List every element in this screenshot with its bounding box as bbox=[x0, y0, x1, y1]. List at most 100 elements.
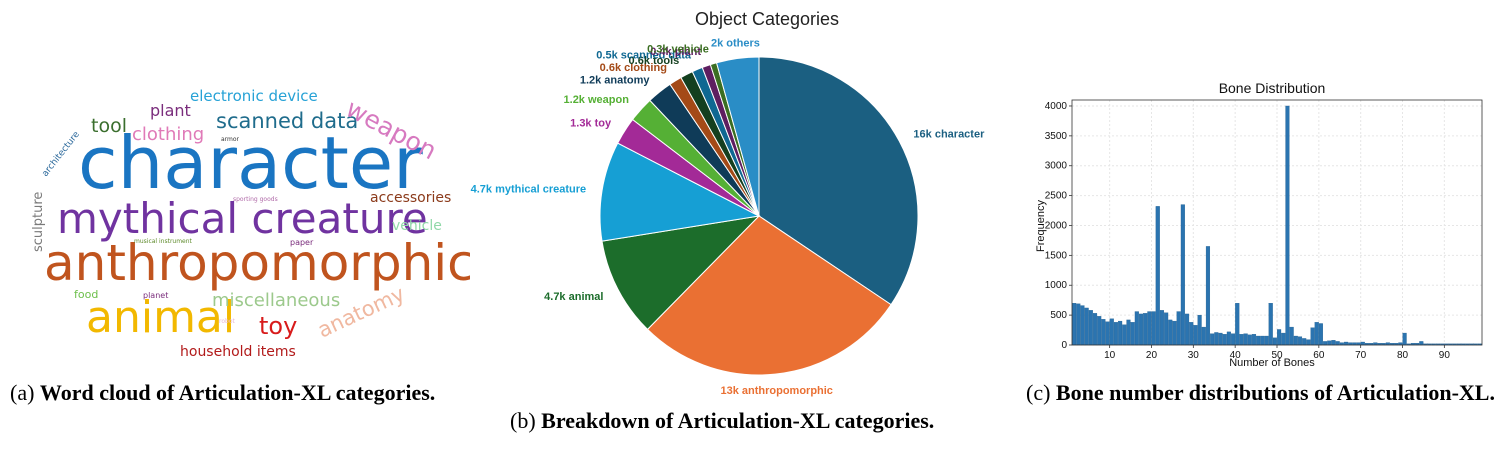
histogram-bar bbox=[1297, 336, 1303, 346]
histogram-bar bbox=[1243, 333, 1248, 346]
histogram-bar bbox=[1205, 246, 1211, 346]
caption-a: (a) Word cloud of Articulation-XL catego… bbox=[10, 380, 460, 406]
histogram-bar bbox=[1180, 204, 1185, 346]
histogram-bar bbox=[1147, 311, 1152, 346]
pie-slice-label: 0.3k vehicle bbox=[647, 43, 709, 55]
histogram-bar bbox=[1335, 341, 1340, 346]
histogram-bar bbox=[1172, 320, 1177, 346]
pie-slice-label: 13k anthropomorphic bbox=[720, 385, 832, 397]
histogram-bar bbox=[1289, 326, 1294, 346]
word-clothing: clothing bbox=[132, 124, 204, 145]
y-tick-label: 3500 bbox=[1045, 131, 1068, 142]
histogram-bar bbox=[1151, 311, 1156, 346]
caption-a-label: (a) bbox=[10, 380, 35, 405]
caption-a-text: Word cloud of Articulation-XL categories… bbox=[39, 380, 436, 405]
histogram-bar bbox=[1088, 310, 1093, 346]
histogram-bar bbox=[1210, 333, 1215, 346]
histogram-bar bbox=[1235, 303, 1240, 346]
pie-chart: Object Categories 16k character 13k anthr… bbox=[471, 9, 985, 397]
x-tick-label: 50 bbox=[1271, 350, 1283, 361]
y-tick-label: 0 bbox=[1061, 340, 1067, 351]
histogram-bar bbox=[1105, 321, 1110, 346]
pie-slice-label: 0.6k tools bbox=[629, 55, 680, 67]
word-mythical-creature: mythical creature bbox=[57, 194, 428, 243]
histogram-bar bbox=[1302, 338, 1307, 346]
x-tick-label: 60 bbox=[1313, 350, 1325, 361]
histogram-bar bbox=[1113, 322, 1118, 346]
y-tick-label: 1500 bbox=[1045, 250, 1068, 261]
histogram-bar bbox=[1197, 314, 1202, 346]
caption-b-text: Breakdown of Articulation-XL categories. bbox=[541, 408, 935, 433]
caption-b: (b) Breakdown of Articulation-XL categor… bbox=[510, 408, 1030, 434]
pie-slice-label: 2k others bbox=[711, 38, 760, 50]
histogram-bar bbox=[1343, 341, 1349, 346]
histogram-bar bbox=[1268, 303, 1273, 346]
histogram-bar bbox=[1189, 322, 1194, 346]
pie-slice bbox=[646, 215, 892, 376]
histogram-bar bbox=[1109, 318, 1114, 346]
word-electronic-device: electronic device bbox=[190, 87, 318, 105]
x-tick-label: 80 bbox=[1397, 350, 1409, 361]
word-robot: robot bbox=[219, 318, 235, 325]
word-armor: armor bbox=[221, 136, 240, 143]
histogram-bar bbox=[1097, 316, 1102, 346]
pie-slice-label: 16k character bbox=[913, 129, 985, 141]
histogram-bar bbox=[1264, 335, 1269, 346]
word-food: food bbox=[74, 288, 98, 301]
histogram-bar bbox=[1260, 335, 1265, 346]
wordcloud: character anthropomorphic mythical creat… bbox=[31, 87, 475, 360]
histogram-bar bbox=[1164, 312, 1169, 346]
histogram-bar bbox=[1239, 334, 1244, 346]
pie-slice-label: 1.2k anatomy bbox=[580, 74, 651, 86]
word-plant: plant bbox=[150, 101, 191, 120]
word-sculpture: sculpture bbox=[31, 192, 46, 252]
x-tick-label: 30 bbox=[1188, 350, 1200, 361]
caption-c-label: (c) bbox=[1026, 380, 1051, 405]
x-tick-label: 90 bbox=[1439, 350, 1451, 361]
wordcloud-panel: character anthropomorphic mythical creat… bbox=[0, 0, 475, 467]
word-anthropomorphic: anthropomorphic bbox=[44, 234, 470, 292]
pie-slice-label: 1.2k weapon bbox=[564, 94, 630, 106]
histogram-bar bbox=[1310, 327, 1315, 346]
caption-b-label: (b) bbox=[510, 408, 536, 433]
y-tick-label: 3000 bbox=[1045, 161, 1068, 172]
histogram-title: Bone Distribution bbox=[1219, 80, 1326, 96]
histogram-bar bbox=[1168, 319, 1173, 346]
histogram-bar bbox=[1277, 329, 1282, 346]
pie-slices bbox=[599, 56, 919, 376]
word-musical-instrument: musical instrument bbox=[134, 238, 193, 245]
caption-c-text: Bone number distributions of Articulatio… bbox=[1055, 380, 1495, 405]
histogram-bar bbox=[1327, 340, 1332, 346]
pie-slice-label: 0.4k plant bbox=[650, 46, 701, 58]
histogram-bar bbox=[1247, 334, 1252, 346]
histogram-bar bbox=[1419, 341, 1424, 346]
histogram-bar bbox=[1218, 332, 1223, 346]
histogram-xlabel: Number of Bones bbox=[1229, 357, 1315, 369]
pie-panel: Object Categories 16k character 13k anthr… bbox=[470, 0, 1030, 467]
word-planet: planet bbox=[143, 291, 168, 300]
y-tick-label: 2000 bbox=[1045, 220, 1068, 231]
histogram-bar bbox=[1176, 311, 1181, 346]
histogram-bar bbox=[1285, 105, 1290, 346]
histogram-bar bbox=[1185, 313, 1190, 346]
x-tick-label: 10 bbox=[1104, 350, 1116, 361]
word-miscellaneous: miscellaneous bbox=[212, 290, 340, 311]
pie-slice bbox=[715, 56, 760, 217]
histogram-bar bbox=[1122, 324, 1127, 346]
histogram-bar bbox=[1281, 332, 1286, 346]
histogram-bar bbox=[1126, 319, 1131, 346]
pie-slice-label: 4.7k animal bbox=[544, 291, 603, 303]
pie-slice bbox=[599, 142, 761, 242]
histogram-bar bbox=[1155, 206, 1160, 346]
histogram-axes: 0 500 1000 1500 2000 2500 3000 3500 4000 10 20 30 40… bbox=[1045, 99, 1483, 361]
word-paper: paper bbox=[290, 238, 314, 247]
pie-slice bbox=[758, 56, 919, 306]
word-toy: toy bbox=[259, 312, 297, 340]
pie-title: Object Categories bbox=[695, 9, 839, 29]
histogram-bar bbox=[1101, 319, 1106, 346]
caption-c: (c) Bone number distributions of Articul… bbox=[1026, 380, 1506, 406]
histogram-bar bbox=[1256, 335, 1261, 346]
histogram-bar bbox=[1214, 332, 1219, 346]
word-accessories: accessories bbox=[370, 190, 451, 206]
pie-slice-label: 0.6k clothing bbox=[600, 62, 667, 74]
